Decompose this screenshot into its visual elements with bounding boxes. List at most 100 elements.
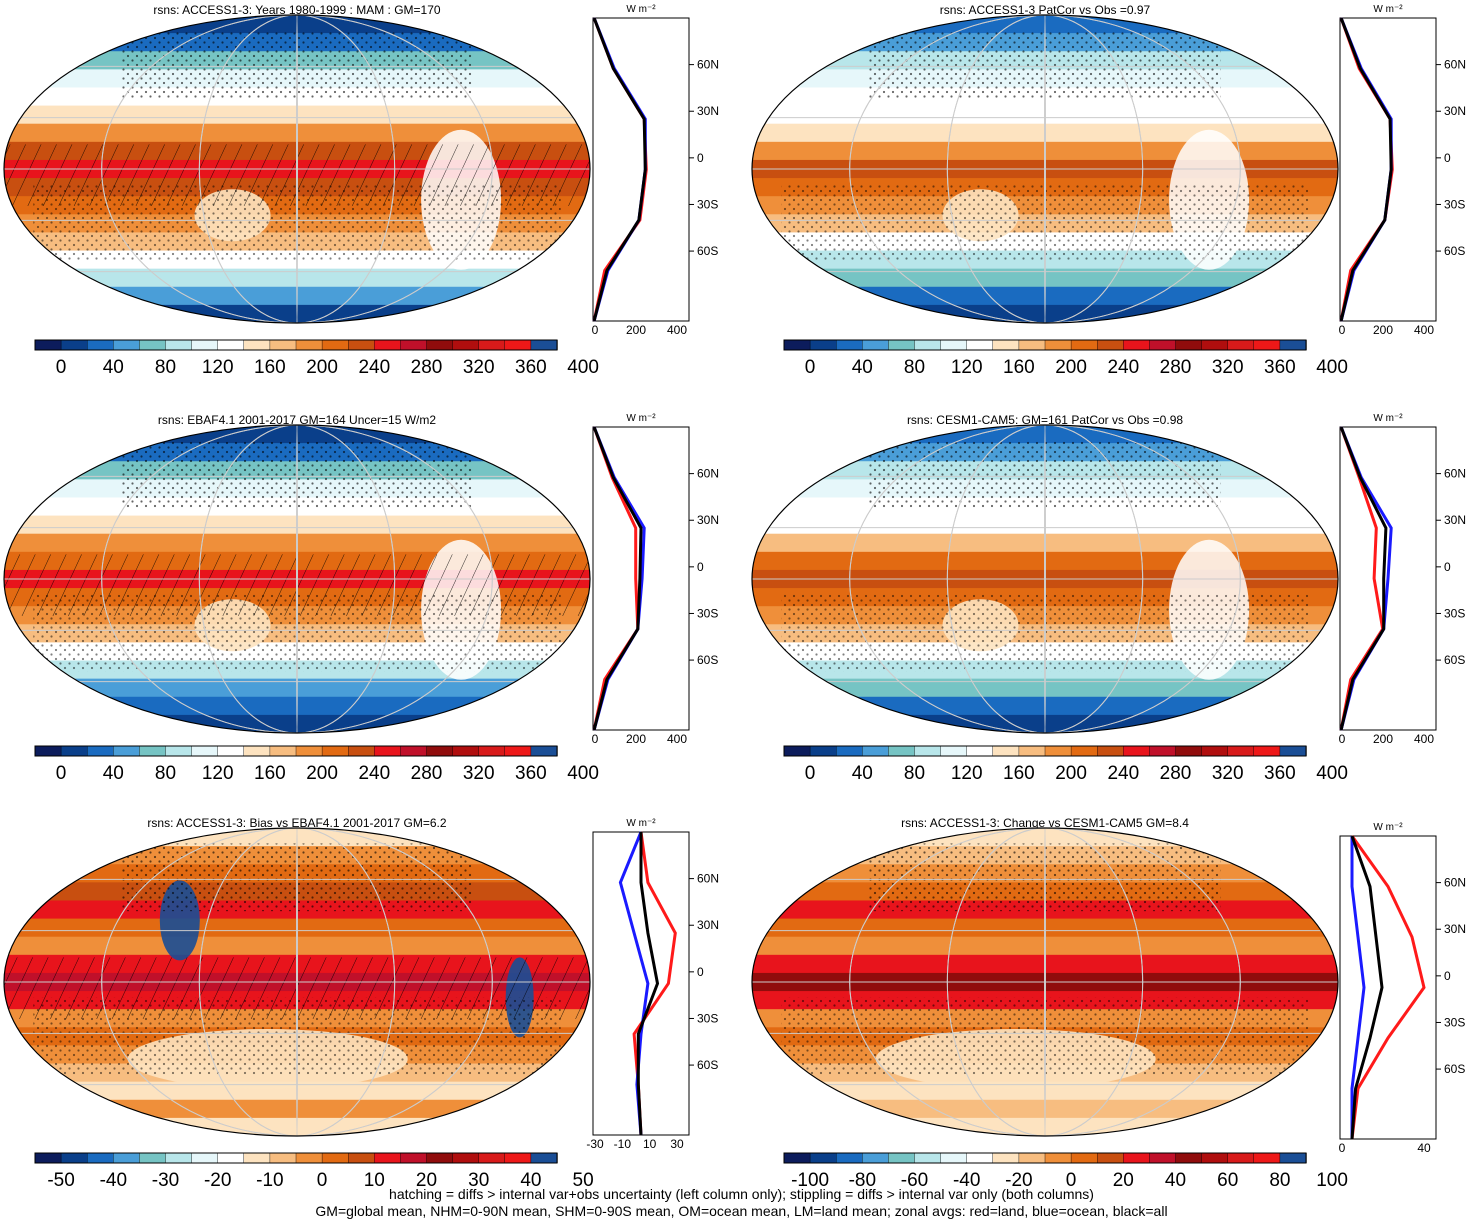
profile-x-label: -10 [614,1137,632,1151]
colorbar-swatch [1175,339,1203,351]
graticule-lon [1044,15,1046,323]
colorbar-swatch [1070,339,1098,351]
colorbar-swatch [217,1152,245,1164]
panel-4: rsns: CESM1-CAM5: GM=161 PatCor vs Obs =… [751,413,1466,784]
colorbar-swatch [165,339,193,351]
panel-1: rsns: ACCESS1-3: Years 1980-1999 : MAM :… [3,3,719,378]
panel-title: rsns: CESM1-CAM5: GM=161 PatCor vs Obs =… [907,413,1183,427]
colorbar-tick-label: 320 [1212,763,1244,784]
profile-lat-label: 30N [697,513,719,527]
colorbar-tick-label: 80 [904,763,925,784]
profile-lat-label: 0 [1444,969,1451,983]
colorbar-swatch [348,339,376,351]
colorbar-swatch [1227,745,1255,757]
colorbar-swatch [504,745,532,757]
profile-x-label: 400 [1414,323,1434,337]
colorbar-swatch [809,745,837,757]
profile-lat-label: 30N [1444,513,1466,527]
profile-lat-label: 60N [697,467,719,481]
profile-x-label: 0 [592,732,599,746]
zonal-profile: W m⁻² 60N 30N 0 30S 60S 0 40 [1339,822,1466,1155]
colorbar-tick-label: -20 [204,1170,231,1191]
profile-lat-label: 30S [1444,197,1465,211]
map [4,425,590,733]
colorbar-swatch [295,745,323,757]
colorbar-swatch [888,339,916,351]
panel-5: rsns: ACCESS1-3: Bias vs EBAF4.1 2001-20… [3,816,719,1191]
profile-line-land [1350,835,1426,1140]
colorbar-swatch [1279,339,1307,351]
colorbar-swatch [1279,745,1307,757]
colorbar-swatch [914,1152,942,1164]
profile-x-label: 400 [1414,732,1434,746]
colorbar-frame [34,339,558,351]
colorbar-swatch [165,745,193,757]
colorbar-swatch [348,1152,376,1164]
colorbar-swatch [1123,745,1151,757]
graticule-lon [198,15,396,323]
colorbar-swatch [914,339,942,351]
colorbar-swatch [217,339,245,351]
profile-x-label: 30 [670,1137,684,1151]
profile-lat-label: 30S [697,1011,718,1025]
colorbar-tick-label: 400 [567,763,599,784]
colorbar-tick-label: -30 [152,1170,179,1191]
panel-title: rsns: EBAF4.1 2001-2017 GM=164 Uncer=15 … [158,413,436,427]
colorbar-tick-label: 200 [306,763,338,784]
colorbar-swatch [1044,1152,1072,1164]
graticule-lon [101,828,493,1136]
colorbar-tick-label: 40 [103,357,124,378]
colorbar-swatch [86,1152,114,1164]
colorbar-tick-label: 40 [852,763,873,784]
colorbar-swatch [60,745,88,757]
map [752,828,1338,1136]
colorbar-tick-label: 120 [202,763,234,784]
colorbar-tick-label: 400 [567,357,599,378]
colorbar-tick-label: 240 [358,763,390,784]
colorbar-swatch [1175,1152,1203,1164]
colorbar-swatch [836,1152,864,1164]
colorbar-tick-label: 160 [254,357,286,378]
profile-lat-label: 30S [1444,606,1465,620]
profile-line-all [636,832,660,1136]
colorbar-swatch [86,745,114,757]
profile-x-label: 200 [1373,732,1393,746]
colorbar-swatch [1149,1152,1177,1164]
profile-x-label: 40 [1417,1141,1431,1155]
profile-x-label: 0 [1339,732,1346,746]
graticule-lon [849,15,1241,323]
colorbar-swatch [530,1152,558,1164]
colorbar-frame [783,745,1307,757]
colorbar-tick-label: 100 [1316,1170,1348,1191]
colorbar-swatch [1253,745,1281,757]
colorbar-swatch [191,1152,219,1164]
profile-lat-label: 0 [697,965,704,979]
profile-x-label: 0 [1339,323,1346,337]
colorbar-tick-label: 0 [805,763,816,784]
profile-x-label: 200 [626,732,646,746]
profile-lat-label: 60N [1444,467,1466,481]
colorbar-tick-label: 360 [515,357,547,378]
zonal-profile: W m⁻² 60N 30N 0 30S 60S 0 200 400 [1339,4,1466,337]
colorbar-swatch [426,745,454,757]
profile-x-label: -30 [586,1137,604,1151]
profile-x-label: 10 [643,1137,657,1151]
colorbar-swatch [400,1152,428,1164]
colorbar-swatch [113,1152,141,1164]
colorbar-swatch [966,339,994,351]
profile-lat-label: 30N [697,918,719,932]
colorbar-swatch [1096,745,1124,757]
map [4,15,590,323]
profile-x-label: 0 [1339,1141,1346,1155]
colorbar-swatch [1149,339,1177,351]
panel-title: rsns: ACCESS1-3 PatCor vs Obs =0.97 [940,3,1151,17]
colorbar-tick-label: -10 [256,1170,283,1191]
profile-lat-label: 60S [697,1058,718,1072]
colorbar-tick-label: 120 [202,357,234,378]
panel-title: rsns: ACCESS1-3: Change vs CESM1-CAM5 GM… [901,816,1189,830]
colorbar-tick-label: 320 [463,357,495,378]
profile-lat-label: 30N [1444,104,1466,118]
colorbar-swatch [34,745,62,757]
profile-lat-label: 60S [1444,244,1465,258]
